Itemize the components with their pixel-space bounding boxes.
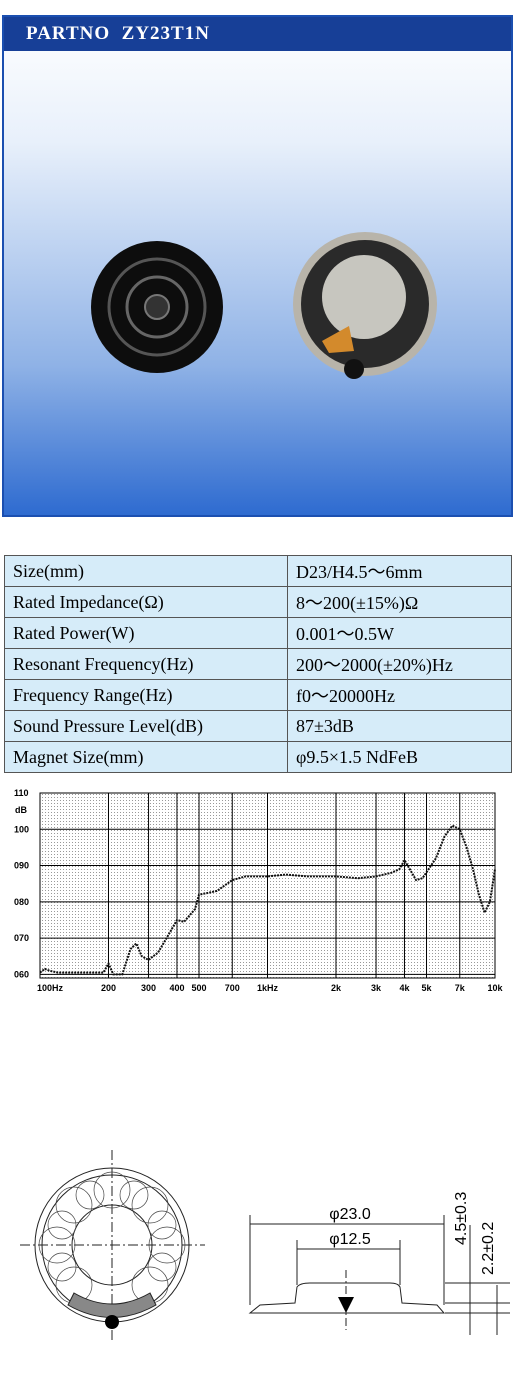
spec-value: 0.001～0.5W: [287, 617, 512, 649]
spec-value: 87±3dB: [287, 710, 512, 742]
spec-row: Sound Pressure Level(dB) 87±3dB: [4, 710, 512, 742]
spec-value: 200～2000(±20%)Hz: [287, 648, 512, 680]
spec-row: Resonant Frequency(Hz) 200～2000(±20%)Hz: [4, 648, 512, 680]
x-tick-label: 7k: [455, 983, 466, 993]
magnet: [322, 255, 406, 339]
dim-height: 4.5±0.3: [453, 1192, 470, 1245]
spec-label: Resonant Frequency(Hz): [4, 648, 288, 680]
y-tick-label: 070: [14, 933, 29, 943]
spec-row: Rated Power(W) 0.001～0.5W: [4, 617, 512, 649]
x-tick-label: 3k: [371, 983, 382, 993]
spec-label: Sound Pressure Level(dB): [4, 710, 288, 742]
side-view: [248, 1215, 510, 1335]
x-tick-label: 1kHz: [257, 983, 279, 993]
dim-rim: 2.2±0.2: [480, 1222, 497, 1275]
response-curve: [39, 824, 496, 976]
dim-inner: φ12.5: [329, 1231, 371, 1248]
y-tick-label: 110: [14, 788, 29, 798]
spec-row: Size(mm) D23/H4.5～6mm: [4, 555, 512, 587]
x-tick-label: 5k: [422, 983, 433, 993]
frequency-chart: 060 070 080 090 100 110 dB 100Hz 200 300 400 500 700…: [14, 788, 503, 993]
x-tick-label: 500: [192, 983, 207, 993]
spec-label: Rated Power(W): [4, 617, 288, 649]
ring: [107, 257, 207, 357]
x-tick-label: 300: [141, 983, 156, 993]
x-tick-label: 10k: [487, 983, 503, 993]
x-tick-label: 200: [101, 983, 116, 993]
x-tick-label: 2k: [331, 983, 342, 993]
x-tick-label: 700: [225, 983, 240, 993]
y-tick-label: 060: [14, 969, 29, 979]
product-photo: [91, 232, 437, 379]
spec-label: Size(mm): [4, 555, 288, 587]
product-panel: PARTNO ZY23T1N: [2, 15, 513, 517]
solder: [344, 359, 364, 379]
terminal: [322, 326, 354, 353]
spec-label: Frequency Range(Hz): [4, 679, 288, 711]
spec-value: f0～20000Hz: [287, 679, 512, 711]
dimension-drawing: φ23.0 φ12.5 4.5±0.3 2.2±0.2: [20, 1150, 510, 1340]
dome: [144, 294, 170, 320]
front-view: [20, 1150, 205, 1340]
y-tick-label: 080: [14, 897, 29, 907]
x-tick-label: 4k: [399, 983, 410, 993]
spec-table: Size(mm) D23/H4.5～6mm Rated Impedance(Ω) 8～…: [4, 555, 512, 773]
y-axis-label: dB: [15, 805, 27, 815]
ring: [125, 275, 189, 339]
y-tick-label: 100: [14, 824, 29, 834]
spec-label: Rated Impedance(Ω): [4, 586, 288, 618]
spec-value: φ9.5×1.5 NdFeB: [287, 741, 512, 773]
spec-row: Frequency Range(Hz) f0～20000Hz: [4, 679, 512, 711]
terminal-dot: [105, 1315, 119, 1329]
x-tick-label: 100Hz: [37, 983, 64, 993]
y-tick-label: 090: [14, 861, 29, 871]
spec-value: 8～200(±15%)Ω: [287, 586, 512, 618]
center-mark: [338, 1297, 354, 1313]
spec-value: D23/H4.5～6mm: [287, 555, 512, 587]
dim-outer: φ23.0: [329, 1206, 371, 1223]
spec-label: Magnet Size(mm): [4, 741, 288, 773]
x-tick-label: 400: [169, 983, 184, 993]
part-title: PARTNO ZY23T1N: [4, 17, 511, 51]
spec-row: Rated Impedance(Ω) 8～200(±15%)Ω: [4, 586, 512, 618]
spec-row: Magnet Size(mm) φ9.5×1.5 NdFeB: [4, 741, 512, 773]
